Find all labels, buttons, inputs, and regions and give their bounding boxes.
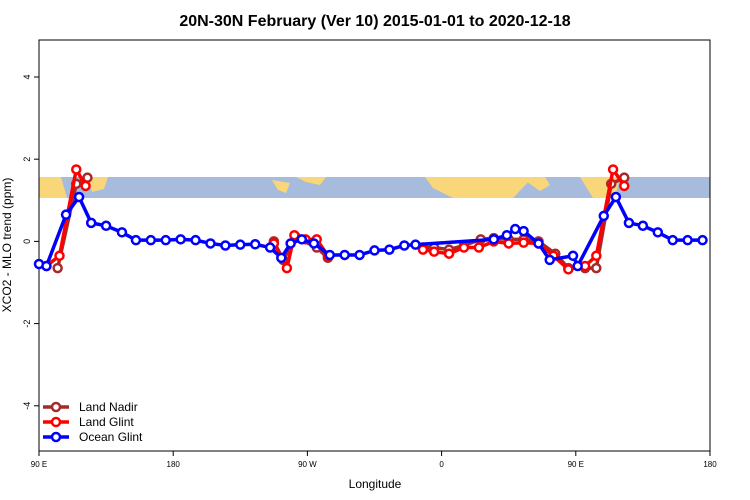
data-point bbox=[354, 249, 365, 261]
data-point bbox=[410, 239, 421, 250]
data-point bbox=[458, 242, 470, 253]
data-point bbox=[503, 238, 514, 249]
data-point bbox=[384, 244, 395, 255]
data-point bbox=[235, 239, 246, 250]
data-point bbox=[667, 234, 678, 246]
y-tick-label: 2 bbox=[22, 157, 32, 162]
data-point bbox=[130, 234, 142, 246]
data-point bbox=[308, 238, 320, 249]
data-point bbox=[518, 225, 529, 237]
data-point bbox=[591, 250, 602, 262]
data-point bbox=[598, 210, 610, 222]
data-point bbox=[41, 260, 52, 272]
data-point bbox=[281, 262, 293, 274]
data-point bbox=[488, 234, 500, 245]
y-tick-label: -2 bbox=[22, 320, 32, 328]
data-point bbox=[443, 248, 455, 259]
data-point bbox=[533, 238, 544, 249]
map-strip bbox=[39, 177, 710, 198]
data-point bbox=[623, 217, 635, 229]
data-point bbox=[518, 237, 529, 248]
y-axis-label: XCO2 - MLO trend (ppm) bbox=[0, 178, 14, 313]
data-point bbox=[80, 180, 91, 192]
data-point bbox=[572, 260, 583, 272]
data-point bbox=[652, 227, 664, 238]
data-point bbox=[607, 164, 619, 175]
data-point bbox=[567, 250, 579, 262]
data-point bbox=[145, 234, 157, 246]
data-point bbox=[264, 242, 276, 253]
legend-marker bbox=[50, 401, 62, 413]
data-point bbox=[619, 180, 630, 192]
plot-frame bbox=[38, 39, 711, 452]
y-tick-label: 4 bbox=[22, 74, 32, 79]
x-tick-label: 90 E bbox=[31, 460, 47, 469]
x-tick-label: 180 bbox=[167, 460, 181, 469]
data-point bbox=[190, 234, 201, 246]
data-point bbox=[544, 254, 555, 266]
x-axis-label: Longitude bbox=[349, 477, 402, 491]
chart-title: 20N-30N February (Ver 10) 2015-01-01 to … bbox=[179, 13, 570, 30]
legend-marker bbox=[50, 431, 62, 443]
data-point bbox=[637, 220, 649, 232]
data-point bbox=[100, 220, 112, 232]
y-tick-label: -4 bbox=[22, 402, 32, 410]
data-point bbox=[369, 245, 380, 256]
data-point bbox=[276, 252, 287, 264]
legend-label: Ocean Glint bbox=[79, 430, 143, 444]
data-point bbox=[682, 234, 693, 246]
data-point bbox=[697, 234, 708, 246]
x-tick-label: 0 bbox=[439, 460, 444, 469]
data-point bbox=[324, 249, 336, 261]
y-tick-label: 0 bbox=[22, 239, 32, 244]
data-point bbox=[116, 227, 128, 238]
data-point bbox=[339, 249, 350, 261]
x-tick-label: 90 W bbox=[298, 460, 317, 469]
data-point bbox=[52, 262, 63, 274]
data-point bbox=[591, 262, 602, 274]
data-point bbox=[296, 234, 308, 245]
data-point bbox=[205, 238, 216, 249]
data-point bbox=[399, 240, 410, 251]
data-point bbox=[82, 172, 93, 183]
data-point bbox=[73, 191, 85, 203]
data-point bbox=[289, 229, 300, 241]
data-point bbox=[85, 217, 97, 229]
legend-marker bbox=[50, 416, 62, 428]
data-point bbox=[563, 264, 574, 275]
data-point bbox=[501, 229, 513, 241]
data-point bbox=[175, 234, 186, 245]
data-point bbox=[610, 191, 622, 203]
data-point bbox=[473, 242, 485, 253]
legend-label: Land Nadir bbox=[79, 400, 138, 414]
data-point bbox=[428, 246, 440, 257]
data-point bbox=[249, 239, 261, 250]
legend-label: Land Glint bbox=[79, 415, 134, 429]
data-point bbox=[160, 234, 171, 246]
data-point bbox=[54, 250, 65, 262]
data-point bbox=[60, 209, 72, 220]
data-point bbox=[509, 223, 521, 235]
x-tick-label: 90 E bbox=[568, 460, 584, 469]
data-point bbox=[220, 240, 231, 251]
data-point bbox=[71, 164, 82, 175]
x-tick-label: 180 bbox=[703, 460, 717, 469]
data-point bbox=[285, 238, 296, 249]
